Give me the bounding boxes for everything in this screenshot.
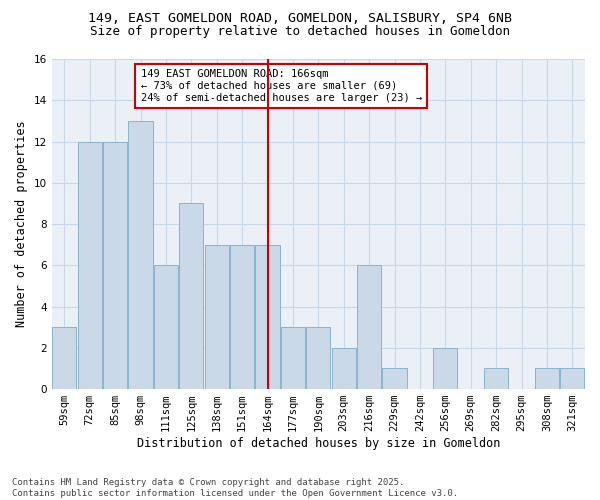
Y-axis label: Number of detached properties: Number of detached properties [15,120,28,328]
Bar [256,244,280,389]
X-axis label: Distribution of detached houses by size in Gomeldon: Distribution of detached houses by size … [137,437,500,450]
Text: 149 EAST GOMELDON ROAD: 166sqm
← 73% of detached houses are smaller (69)
24% of : 149 EAST GOMELDON ROAD: 166sqm ← 73% of … [140,70,422,102]
Text: Size of property relative to detached houses in Gomeldon: Size of property relative to detached ho… [90,25,510,38]
Bar [433,348,457,389]
Bar [281,327,305,389]
Bar [128,121,152,389]
Bar [357,266,381,389]
Bar [179,204,203,389]
Bar [560,368,584,389]
Bar [382,368,407,389]
Bar [103,142,127,389]
Bar [77,142,102,389]
Text: Contains HM Land Registry data © Crown copyright and database right 2025.
Contai: Contains HM Land Registry data © Crown c… [12,478,458,498]
Bar [306,327,331,389]
Bar [154,266,178,389]
Bar [535,368,559,389]
Bar [230,244,254,389]
Bar [52,327,76,389]
Bar [484,368,508,389]
Bar [332,348,356,389]
Text: 149, EAST GOMELDON ROAD, GOMELDON, SALISBURY, SP4 6NB: 149, EAST GOMELDON ROAD, GOMELDON, SALIS… [88,12,512,26]
Bar [205,244,229,389]
